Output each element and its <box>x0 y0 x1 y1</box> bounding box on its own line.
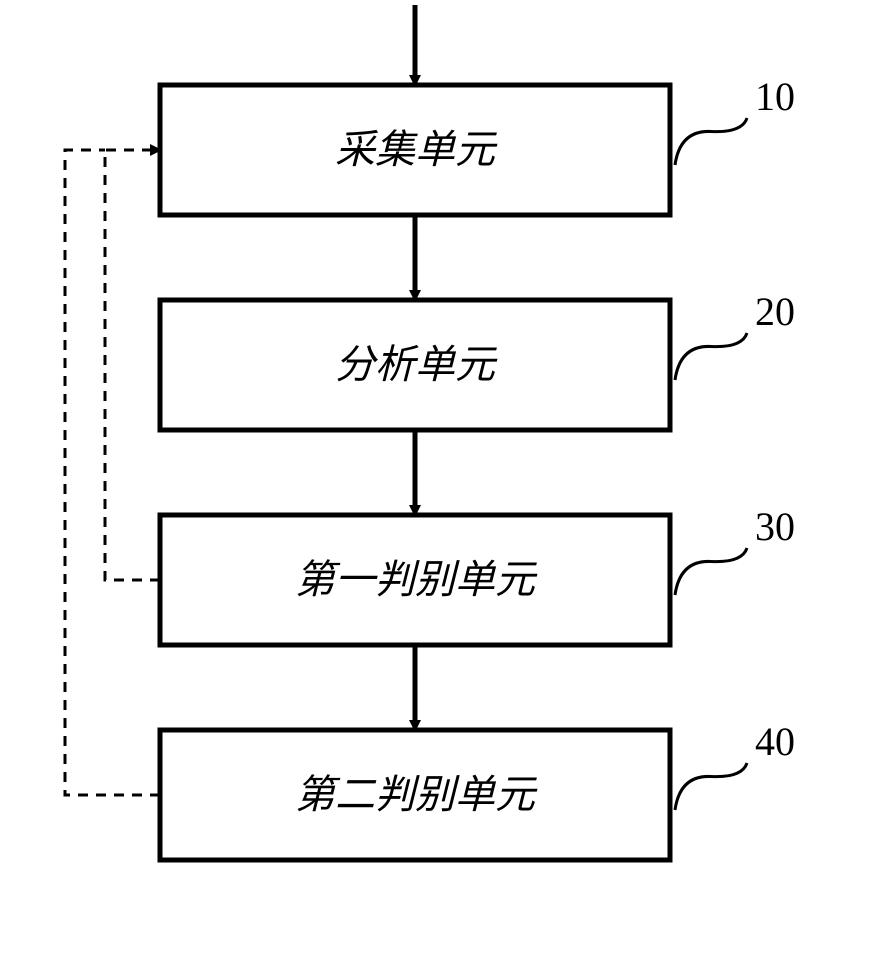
callout-number-b4: 40 <box>755 719 795 764</box>
callout-number-b1: 10 <box>755 74 795 119</box>
flow-box-label-b2: 分析单元 <box>335 342 498 387</box>
callout-curve-b4 <box>675 763 747 810</box>
feedback-b4-to-b1 <box>65 150 160 795</box>
flow-box-label-b3: 第一判别单元 <box>295 557 538 602</box>
flow-box-label-b4: 第二判别单元 <box>295 772 538 817</box>
dashed-feedback-layer <box>65 150 160 795</box>
callout-number-b3: 30 <box>755 504 795 549</box>
feedback-b3-to-b1 <box>105 150 160 580</box>
callout-number-b2: 20 <box>755 289 795 334</box>
number-curves-layer: 10 20 30 40 <box>675 74 795 810</box>
flow-box-label-b1: 采集单元 <box>335 127 498 172</box>
callout-curve-b2 <box>675 333 747 380</box>
callout-curve-b1 <box>675 118 747 165</box>
callout-curve-b3 <box>675 548 747 595</box>
flowchart-diagram: 采集单元分析单元第一判别单元第二判别单元 10 20 30 40 <box>0 0 880 971</box>
